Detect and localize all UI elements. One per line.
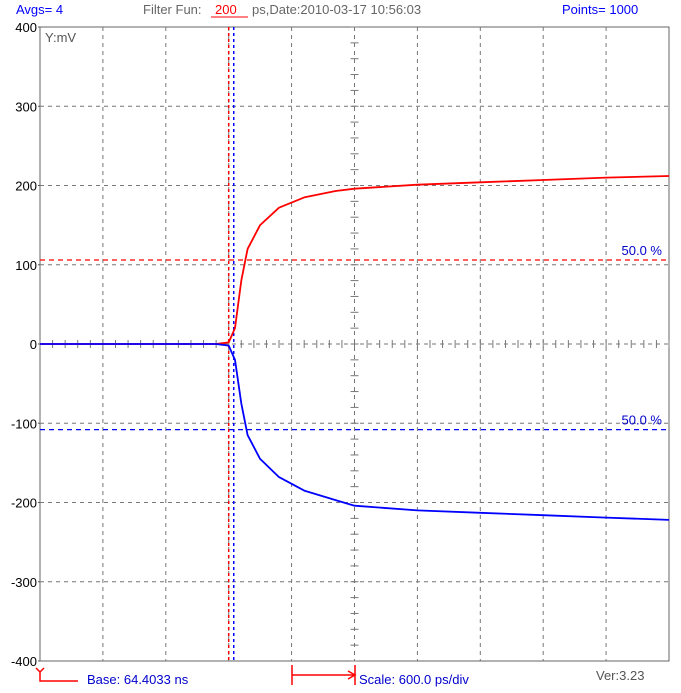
y-tick-label: 100 xyxy=(15,258,37,273)
series-line xyxy=(40,343,670,521)
y-tick-label: -200 xyxy=(11,496,37,511)
y-tick-label: -400 xyxy=(11,654,37,669)
threshold-label: 50.0 % xyxy=(622,243,663,258)
points-readout: Points= 1000 xyxy=(562,2,638,17)
y-unit-label: Y:mV xyxy=(45,30,76,45)
y-tick-labels: -400 -300 -200 -100 0 100 200 300 400 xyxy=(11,20,40,669)
threshold-lines: 50.0 % 50.0 % xyxy=(40,243,669,431)
y-tick-label: 300 xyxy=(15,99,37,114)
y-tick-label: 0 xyxy=(30,337,37,352)
avgs-readout: Avgs= 4 xyxy=(16,2,63,17)
scale-arrow-icon xyxy=(347,670,357,680)
base-readout: Base: 64.4033 ns xyxy=(87,672,189,687)
filter-label: Filter Fun: xyxy=(143,2,202,17)
scale-readout: Scale: 600.0 ps/div xyxy=(359,672,469,687)
base-arrow-icon xyxy=(35,667,45,674)
threshold-label: 50.0 % xyxy=(622,413,663,428)
y-tick-label: -300 xyxy=(11,575,37,590)
base-marker-icon xyxy=(39,671,78,682)
filter-date-readout: ps,Date:2010-03-17 10:56:03 xyxy=(252,2,421,17)
y-tick-label: -100 xyxy=(11,416,37,431)
version-label: Ver:3.23 xyxy=(596,668,644,683)
y-tick-label: 200 xyxy=(15,179,37,194)
series-lines xyxy=(40,175,670,521)
y-tick-label: 400 xyxy=(15,20,37,35)
filter-value[interactable]: 200 xyxy=(215,2,237,17)
cursor-lines[interactable] xyxy=(227,27,235,661)
